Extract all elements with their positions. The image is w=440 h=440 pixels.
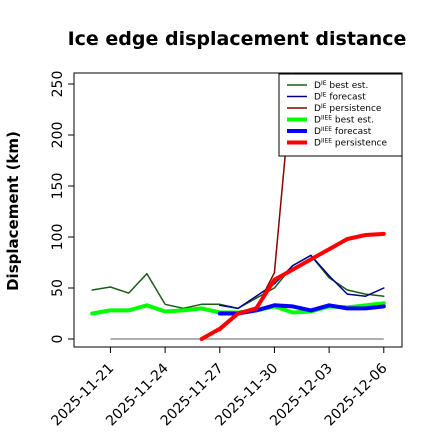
legend-entry: DIE persistence bbox=[314, 103, 382, 114]
series-line-0 bbox=[91, 254, 385, 310]
series-line-5 bbox=[199, 231, 386, 341]
series-layer bbox=[90, 73, 386, 341]
y-tick-label: 50 bbox=[50, 279, 66, 297]
legend-entry: DIIEE forecast bbox=[314, 126, 372, 137]
y-tick-label: 150 bbox=[50, 173, 66, 200]
legend-entry: DIIEE persistence bbox=[314, 138, 387, 149]
y-tick-label: 0 bbox=[50, 335, 66, 344]
chart-title: Ice edge displacement distance bbox=[68, 28, 407, 50]
legend-entry: DIE best est. bbox=[314, 80, 368, 91]
legend-entry: DIE forecast bbox=[314, 92, 366, 103]
y-tick-label: 250 bbox=[50, 71, 66, 98]
plot-frame bbox=[73, 72, 403, 348]
y-axis-label: Displacement (km) bbox=[4, 131, 22, 291]
series-line-1 bbox=[219, 254, 385, 310]
legend-entry: DIIEE best est. bbox=[314, 115, 374, 126]
y-tick-label: 200 bbox=[50, 122, 66, 149]
y-tick-label: 100 bbox=[50, 224, 66, 251]
